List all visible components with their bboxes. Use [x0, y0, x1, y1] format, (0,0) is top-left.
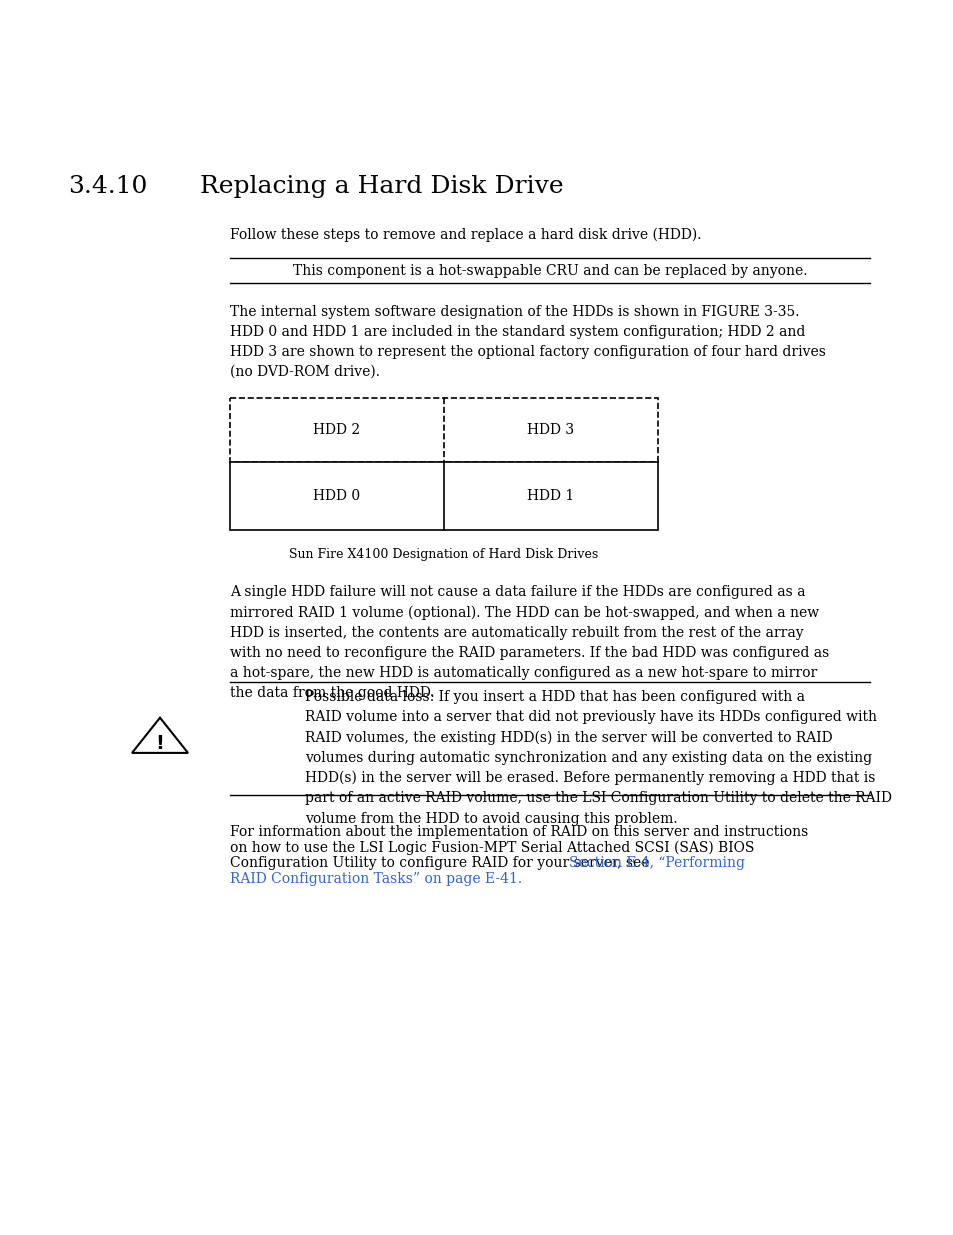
Text: Configuration Utility to configure RAID for your server, see: Configuration Utility to configure RAID … [230, 856, 653, 869]
Bar [230, 398, 658, 462]
Text: RAID Configuration Tasks” on page E-41.: RAID Configuration Tasks” on page E-41. [230, 872, 521, 885]
Text: HDD 0: HDD 0 [314, 489, 360, 503]
Text: Section E.4, “Performing: Section E.4, “Performing [568, 856, 743, 869]
Text: The internal system software designation of the HDDs is shown in FIGURE 3-35.
HD: The internal system software designation… [230, 305, 825, 379]
Text: HDD 2: HDD 2 [314, 424, 360, 437]
Text: Possible data loss: If you insert a HDD that has been configured with a
RAID vol: Possible data loss: If you insert a HDD … [305, 690, 891, 825]
Text: This component is a hot-swappable CRU and can be replaced by anyone.: This component is a hot-swappable CRU an… [293, 263, 806, 278]
Text: !: ! [155, 734, 164, 753]
Text: Replacing a Hard Disk Drive: Replacing a Hard Disk Drive [200, 175, 563, 198]
Bar [230, 462, 658, 530]
Text: Sun Fire X4100 Designation of Hard Disk Drives: Sun Fire X4100 Designation of Hard Disk … [289, 548, 598, 561]
Text: HDD 3: HDD 3 [527, 424, 574, 437]
Text: on how to use the LSI Logic Fusion-MPT Serial Attached SCSI (SAS) BIOS: on how to use the LSI Logic Fusion-MPT S… [230, 841, 754, 855]
Text: Follow these steps to remove and replace a hard disk drive (HDD).: Follow these steps to remove and replace… [230, 228, 700, 242]
Text: HDD 1: HDD 1 [527, 489, 574, 503]
Text: A single HDD failure will not cause a data failure if the HDDs are configured as: A single HDD failure will not cause a da… [230, 585, 828, 700]
Text: For information about the implementation of RAID on this server and instructions: For information about the implementation… [230, 825, 807, 839]
Text: 3.4.10: 3.4.10 [68, 175, 147, 198]
